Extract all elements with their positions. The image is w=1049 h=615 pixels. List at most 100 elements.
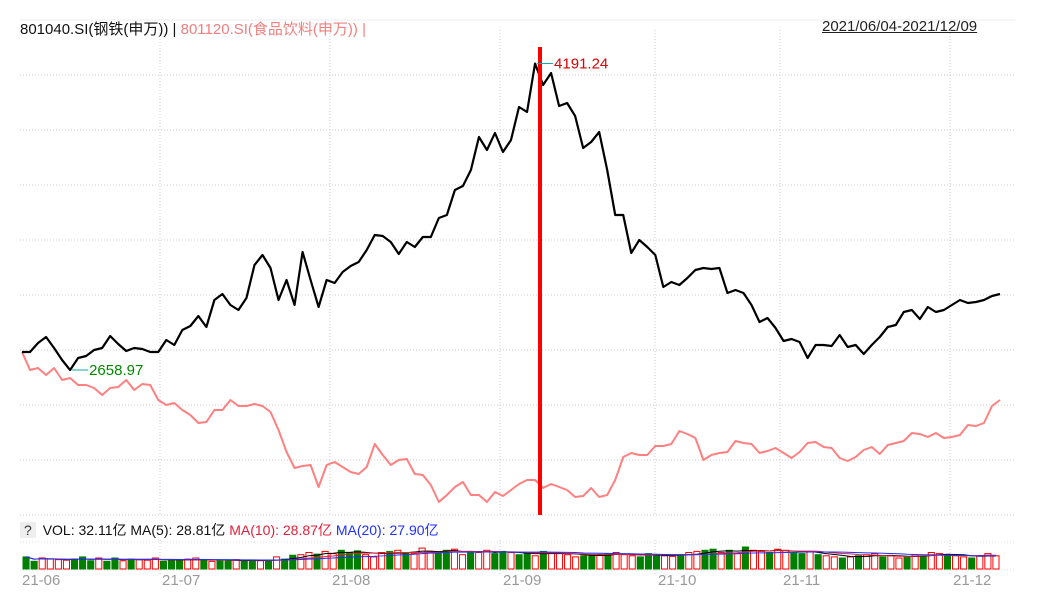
volume-bar bbox=[434, 552, 442, 570]
volume-bar bbox=[709, 548, 717, 570]
volume-bar bbox=[103, 560, 111, 570]
volume-bar bbox=[741, 546, 749, 570]
volume-bar bbox=[612, 552, 620, 570]
volume-bar bbox=[580, 555, 588, 570]
volume-legend: ? VOL: 32.11亿 MA(5): 28.81亿 MA(10): 28.8… bbox=[20, 520, 439, 540]
volume-bar bbox=[192, 557, 200, 570]
volume-bar bbox=[661, 555, 669, 570]
chart-legend: 801040.SI(钢铁(申万)) | 801120.SI(食品饮料(申万)) … bbox=[20, 18, 366, 39]
volume-bar bbox=[984, 553, 992, 570]
volume-bar bbox=[224, 559, 232, 570]
volume-bar bbox=[176, 560, 184, 570]
help-button[interactable]: ? bbox=[20, 522, 36, 538]
volume-bar bbox=[46, 558, 54, 570]
series-line-1 bbox=[22, 62, 1001, 372]
volume-bar bbox=[547, 552, 555, 570]
series-line-2 bbox=[21, 351, 1001, 503]
volume-bar bbox=[968, 557, 976, 570]
x-tick-label: 21-06 bbox=[22, 572, 61, 589]
volume-bar bbox=[159, 560, 167, 570]
volume-bar bbox=[184, 558, 192, 570]
volume-bar bbox=[79, 556, 87, 570]
volume-bar bbox=[555, 553, 564, 570]
volume-bar bbox=[531, 555, 539, 570]
max-label: 4191.24 bbox=[554, 56, 608, 73]
volume-ma20-line bbox=[25, 551, 996, 561]
volume-bar bbox=[814, 554, 822, 570]
volume-bar bbox=[798, 553, 806, 570]
volume-bar bbox=[297, 554, 305, 570]
volume-bar bbox=[119, 560, 127, 570]
volume-bar bbox=[652, 554, 661, 570]
volume-bar bbox=[952, 555, 960, 570]
volume-bar bbox=[143, 559, 151, 570]
volume-bar bbox=[758, 550, 766, 570]
volume-bar bbox=[507, 552, 515, 570]
volume-bar bbox=[830, 556, 838, 570]
volume-bar bbox=[240, 560, 248, 570]
series1-label[interactable]: 801040.SI(钢铁(申万)) bbox=[20, 21, 169, 38]
volume-bar bbox=[927, 552, 935, 570]
volume-bar bbox=[70, 558, 79, 570]
volume-bar bbox=[644, 553, 652, 570]
volume-bar bbox=[281, 558, 289, 570]
volume-bar bbox=[458, 554, 467, 570]
separator: | bbox=[172, 21, 177, 38]
volume-bar bbox=[264, 560, 273, 570]
ma5-value: MA(5): 28.81亿 bbox=[130, 522, 226, 538]
volume-bar bbox=[361, 554, 370, 570]
volume-bar bbox=[539, 550, 547, 570]
volume-bar bbox=[135, 559, 143, 570]
min-label: 2658.97 bbox=[89, 362, 143, 379]
volume-bar bbox=[903, 556, 911, 570]
volume-bar bbox=[22, 556, 30, 570]
volume-bar bbox=[273, 556, 281, 570]
volume-bar bbox=[564, 554, 572, 570]
volume-bar bbox=[127, 558, 135, 570]
volume-bar bbox=[410, 553, 418, 570]
volume-bar bbox=[935, 553, 943, 570]
volume-bar bbox=[838, 557, 846, 570]
x-tick-label: 21-07 bbox=[162, 572, 201, 589]
volume-bar bbox=[628, 555, 636, 570]
volume-bar bbox=[717, 552, 725, 570]
volume-bar bbox=[523, 553, 531, 570]
volume-bar bbox=[208, 560, 216, 570]
volume-bar bbox=[620, 554, 628, 570]
ma20-value: MA(20): 27.90亿 bbox=[335, 522, 439, 538]
volume-bar bbox=[596, 554, 604, 570]
volume-bar bbox=[855, 555, 863, 570]
x-tick-label: 21-09 bbox=[503, 572, 542, 589]
volume-bar bbox=[95, 557, 103, 570]
volume-bar bbox=[378, 552, 386, 570]
volume-bar bbox=[62, 559, 70, 570]
volume-bar bbox=[822, 555, 830, 570]
volume-bar bbox=[256, 560, 264, 570]
volume-bar bbox=[483, 549, 491, 570]
volume-bar bbox=[685, 552, 693, 570]
volume-bar bbox=[604, 553, 612, 570]
volume-bar bbox=[87, 560, 95, 570]
volume-bar bbox=[370, 556, 378, 570]
date-range-link[interactable]: 2021/06/04-2021/12/09 bbox=[822, 18, 978, 35]
volume-bar bbox=[216, 560, 224, 570]
volume-bar bbox=[426, 550, 434, 570]
ma10-value: MA(10): 28.87亿 bbox=[229, 522, 332, 538]
volume-bar bbox=[167, 559, 176, 570]
volume-bar bbox=[782, 549, 790, 570]
volume-bar bbox=[960, 556, 968, 570]
series2-label[interactable]: 801120.SI(食品饮料(申万)) bbox=[180, 21, 358, 38]
volume-bar bbox=[491, 553, 499, 570]
volume-bar bbox=[305, 552, 313, 570]
volume-bar bbox=[111, 557, 119, 570]
volume-bar bbox=[774, 548, 782, 570]
x-tick-label: 21-12 bbox=[953, 572, 992, 589]
volume-bar bbox=[475, 552, 483, 570]
volume-bar bbox=[572, 556, 580, 570]
volume-bar bbox=[846, 556, 855, 570]
volume-bar bbox=[943, 554, 952, 570]
volume-bar bbox=[30, 560, 38, 570]
volume-bar bbox=[879, 556, 887, 570]
volume-bar bbox=[701, 549, 709, 570]
